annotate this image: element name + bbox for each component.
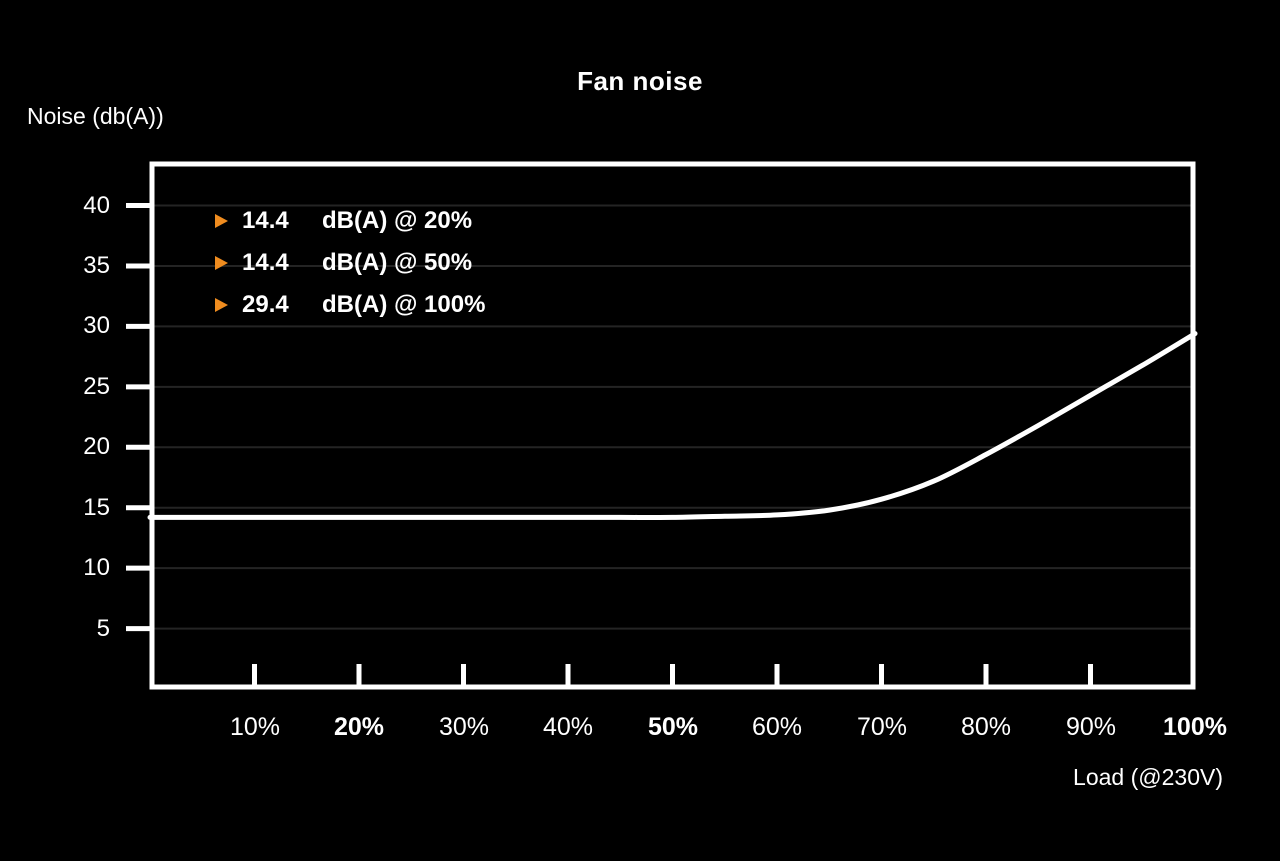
y-axis-title: Noise (db(A)) [27, 103, 164, 129]
x-tick-label: 20% [333, 713, 385, 741]
x-tick-label: 90% [1065, 713, 1117, 741]
x-tick-label: 10% [229, 713, 281, 741]
y-tick-label: 20 [83, 433, 110, 460]
x-axis-title: Load (@230V) [1073, 764, 1223, 790]
triangle-marker-icon [215, 214, 228, 228]
x-tick-label: 70% [856, 713, 908, 741]
fan-noise-curve [147, 331, 1198, 520]
triangle-marker-icon [215, 256, 228, 270]
legend-label: dB(A) @ 50% [322, 249, 473, 276]
legend-label: dB(A) @ 20% [322, 207, 473, 234]
legend-value: 29.4 [242, 291, 289, 318]
y-tick-label: 15 [83, 494, 110, 521]
legend-label: dB(A) @ 100% [322, 291, 486, 318]
legend: 14.4 dB(A) @ 20% 14.4 dB(A) @ 50% 29.4 dB(A) … [215, 200, 485, 326]
legend-value: 14.4 [242, 207, 289, 234]
x-tick-label: 60% [751, 713, 803, 741]
legend-row: 14.4 dB(A) @ 20% [215, 200, 485, 242]
legend-row: 14.4 dB(A) @ 50% [215, 242, 485, 284]
y-tick-label: 35 [83, 252, 110, 279]
legend-row: 29.4 dB(A) @ 100% [215, 284, 485, 326]
y-tick-label: 5 [96, 615, 110, 642]
legend-value: 14.4 [242, 249, 289, 276]
y-tick-label: 40 [83, 192, 110, 219]
x-tick-label: 100% [1163, 713, 1227, 741]
triangle-marker-icon [215, 298, 228, 312]
y-tick-label: 25 [83, 373, 110, 400]
x-tick-label: 50% [647, 713, 699, 741]
y-tick-label: 30 [83, 312, 110, 339]
y-tick-label: 10 [83, 554, 110, 581]
x-tick-label: 40% [542, 713, 594, 741]
x-tick-label: 30% [438, 713, 490, 741]
x-tick-label: 80% [960, 713, 1012, 741]
chart-title: Fan noise [577, 66, 703, 96]
